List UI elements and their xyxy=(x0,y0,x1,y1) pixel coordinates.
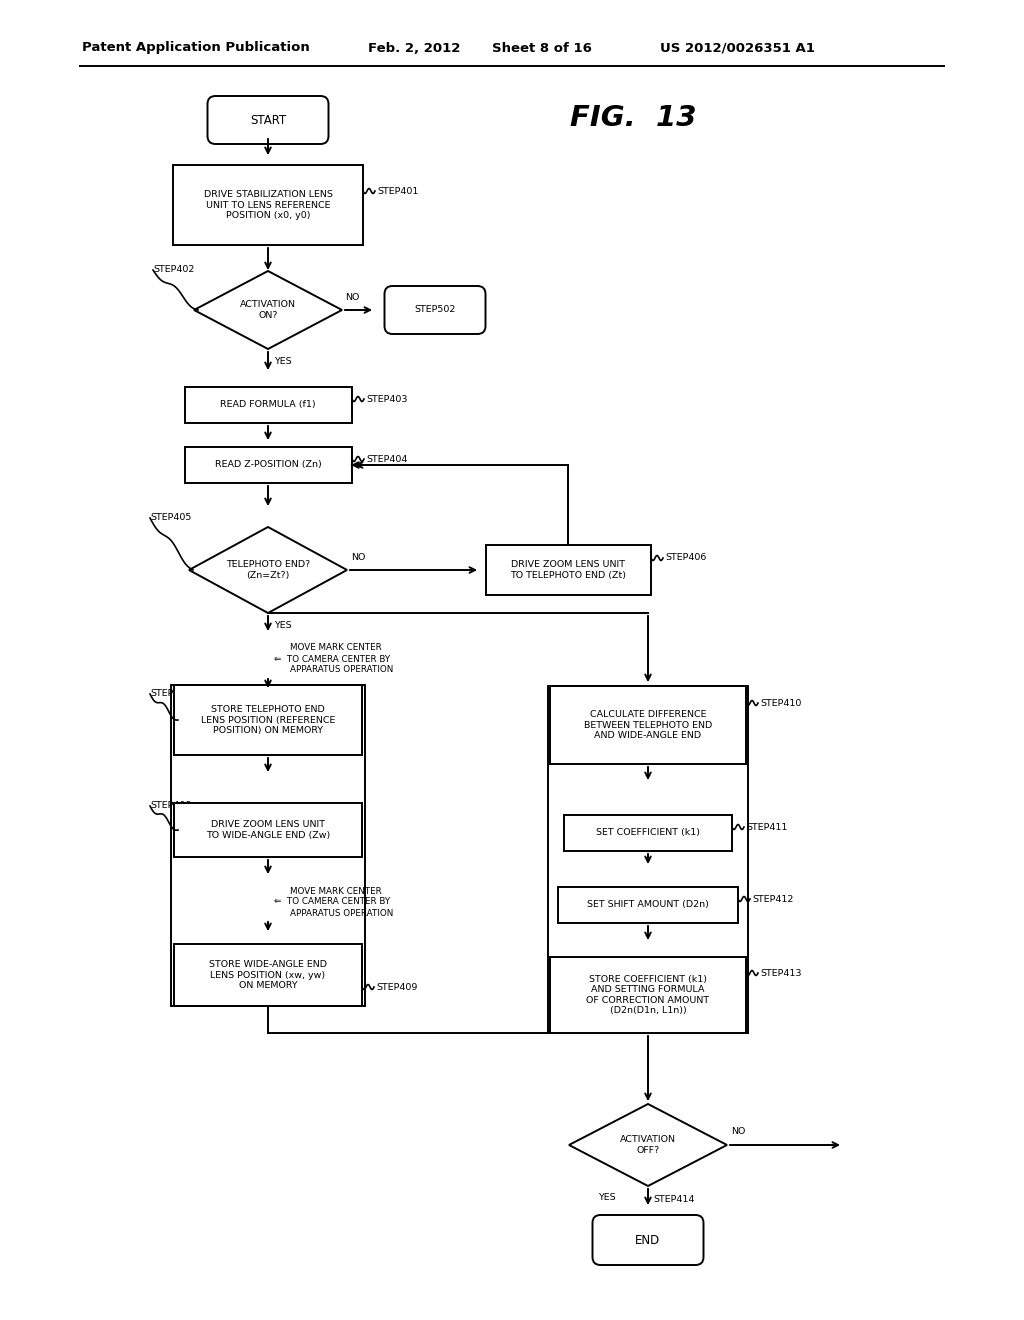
Text: STEP414: STEP414 xyxy=(653,1196,694,1204)
Text: MOVE MARK CENTER: MOVE MARK CENTER xyxy=(290,644,382,652)
FancyBboxPatch shape xyxy=(173,165,362,246)
FancyBboxPatch shape xyxy=(184,387,351,422)
Text: STEP408: STEP408 xyxy=(150,801,191,810)
Text: ACTIVATION
ON?: ACTIVATION ON? xyxy=(240,300,296,319)
Text: US 2012/0026351 A1: US 2012/0026351 A1 xyxy=(660,41,815,54)
Text: STEP406: STEP406 xyxy=(665,553,707,562)
Text: ⇐  TO CAMERA CENTER BY: ⇐ TO CAMERA CENTER BY xyxy=(274,655,390,664)
Text: Feb. 2, 2012: Feb. 2, 2012 xyxy=(368,41,461,54)
Text: ACTIVATION
OFF?: ACTIVATION OFF? xyxy=(620,1135,676,1155)
Text: ⇐  TO CAMERA CENTER BY: ⇐ TO CAMERA CENTER BY xyxy=(274,898,390,907)
Text: NO: NO xyxy=(731,1127,745,1137)
Text: DRIVE ZOOM LENS UNIT
TO WIDE-ANGLE END (Zw): DRIVE ZOOM LENS UNIT TO WIDE-ANGLE END (… xyxy=(206,820,330,840)
Text: Sheet 8 of 16: Sheet 8 of 16 xyxy=(492,41,592,54)
Text: STEP407: STEP407 xyxy=(150,689,191,698)
Text: READ Z-POSITION (Zn): READ Z-POSITION (Zn) xyxy=(215,461,322,470)
Text: STEP404: STEP404 xyxy=(366,454,408,463)
Text: STEP502: STEP502 xyxy=(415,305,456,314)
FancyBboxPatch shape xyxy=(485,545,650,595)
Text: STORE WIDE-ANGLE END
LENS POSITION (xw, yw)
ON MEMORY: STORE WIDE-ANGLE END LENS POSITION (xw, … xyxy=(209,960,327,990)
Text: STEP401: STEP401 xyxy=(377,186,419,195)
Text: STEP412: STEP412 xyxy=(752,895,794,903)
Text: SET COEFFICIENT (k1): SET COEFFICIENT (k1) xyxy=(596,829,700,837)
Text: STEP410: STEP410 xyxy=(760,698,802,708)
Text: DRIVE STABILIZATION LENS
UNIT TO LENS REFERENCE
POSITION (x0, y0): DRIVE STABILIZATION LENS UNIT TO LENS RE… xyxy=(204,190,333,220)
Text: YES: YES xyxy=(598,1193,615,1203)
FancyBboxPatch shape xyxy=(174,685,362,755)
Text: APPARATUS OPERATION: APPARATUS OPERATION xyxy=(290,665,393,675)
Text: YES: YES xyxy=(274,358,292,367)
FancyBboxPatch shape xyxy=(384,286,485,334)
Text: STEP411: STEP411 xyxy=(746,822,787,832)
Text: YES: YES xyxy=(274,622,292,631)
Text: STEP405: STEP405 xyxy=(150,513,191,523)
Text: READ FORMULA (f1): READ FORMULA (f1) xyxy=(220,400,315,409)
Text: STORE COEFFICIENT (k1)
AND SETTING FORMULA
OF CORRECTION AMOUNT
(D2n(D1n, L1n)): STORE COEFFICIENT (k1) AND SETTING FORMU… xyxy=(587,975,710,1015)
Text: APPARATUS OPERATION: APPARATUS OPERATION xyxy=(290,908,393,917)
Text: Patent Application Publication: Patent Application Publication xyxy=(82,41,309,54)
Text: CALCULATE DIFFERENCE
BETWEEN TELEPHOTO END
AND WIDE-ANGLE END: CALCULATE DIFFERENCE BETWEEN TELEPHOTO E… xyxy=(584,710,712,741)
Text: NO: NO xyxy=(351,553,366,561)
Polygon shape xyxy=(569,1104,727,1185)
FancyBboxPatch shape xyxy=(184,447,351,483)
Text: STEP402: STEP402 xyxy=(153,265,195,275)
Text: FIG.  13: FIG. 13 xyxy=(570,104,696,132)
Text: SET SHIFT AMOUNT (D2n): SET SHIFT AMOUNT (D2n) xyxy=(587,900,709,909)
FancyBboxPatch shape xyxy=(174,803,362,857)
FancyBboxPatch shape xyxy=(558,887,738,923)
Text: STORE TELEPHOTO END
LENS POSITION (REFERENCE
POSITION) ON MEMORY: STORE TELEPHOTO END LENS POSITION (REFER… xyxy=(201,705,335,735)
Polygon shape xyxy=(189,527,347,612)
FancyBboxPatch shape xyxy=(550,686,746,764)
FancyBboxPatch shape xyxy=(564,814,732,851)
Text: START: START xyxy=(250,114,286,127)
Text: MOVE MARK CENTER: MOVE MARK CENTER xyxy=(290,887,382,895)
FancyBboxPatch shape xyxy=(550,957,746,1034)
Text: DRIVE ZOOM LENS UNIT
TO TELEPHOTO END (Zt): DRIVE ZOOM LENS UNIT TO TELEPHOTO END (Z… xyxy=(510,560,626,579)
Text: NO: NO xyxy=(345,293,359,301)
Text: STEP413: STEP413 xyxy=(760,969,802,978)
Polygon shape xyxy=(194,271,342,348)
FancyBboxPatch shape xyxy=(208,96,329,144)
Text: STEP403: STEP403 xyxy=(366,395,408,404)
Text: END: END xyxy=(635,1233,660,1246)
Text: TELEPHOTO END?
(Zn=Zt?): TELEPHOTO END? (Zn=Zt?) xyxy=(226,560,310,579)
Text: STEP409: STEP409 xyxy=(376,982,418,991)
FancyBboxPatch shape xyxy=(174,944,362,1006)
FancyBboxPatch shape xyxy=(593,1214,703,1265)
